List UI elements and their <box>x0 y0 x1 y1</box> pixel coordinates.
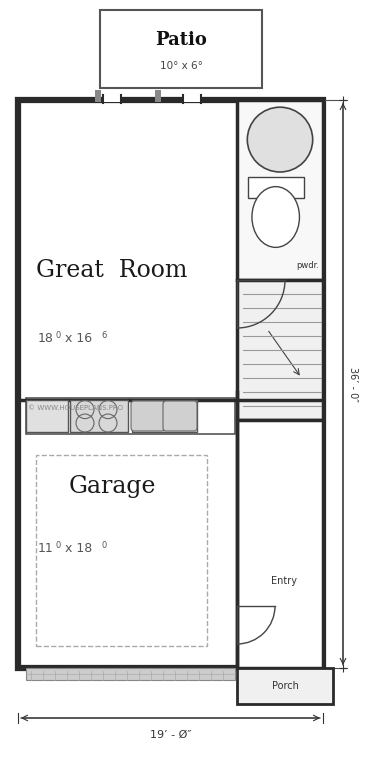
Bar <box>155 90 161 102</box>
Bar <box>132 400 197 432</box>
Text: 18: 18 <box>38 332 54 345</box>
Text: x 18: x 18 <box>61 542 92 555</box>
Bar <box>237 420 323 668</box>
Text: 0: 0 <box>101 541 106 551</box>
Text: 36’ - 0″: 36’ - 0″ <box>348 367 358 401</box>
Bar <box>100 10 262 88</box>
Bar <box>95 90 101 102</box>
Text: 10° x 6°: 10° x 6° <box>159 61 202 71</box>
Bar <box>26 400 68 432</box>
FancyBboxPatch shape <box>131 401 165 431</box>
FancyBboxPatch shape <box>163 401 197 431</box>
Bar <box>248 176 304 198</box>
Text: Porch: Porch <box>271 681 299 691</box>
Text: 0: 0 <box>55 541 60 551</box>
Bar <box>36 455 207 646</box>
Ellipse shape <box>247 107 313 172</box>
Text: © WWW.HOUSEPLANS.PRO: © WWW.HOUSEPLANS.PRO <box>28 405 123 411</box>
Bar <box>103 90 121 102</box>
Bar <box>237 668 333 704</box>
Text: Entry: Entry <box>271 576 297 586</box>
Bar <box>26 668 235 680</box>
Text: 19’ - Ø″: 19’ - Ø″ <box>150 730 191 740</box>
Bar <box>26 398 235 434</box>
Text: 11: 11 <box>38 542 54 555</box>
Ellipse shape <box>252 186 299 247</box>
Bar <box>237 100 323 280</box>
Text: pwdr.: pwdr. <box>296 261 319 270</box>
Text: Great  Room: Great Room <box>36 259 188 282</box>
Text: 6: 6 <box>101 331 106 340</box>
Text: Garage: Garage <box>68 475 156 497</box>
Text: x 16: x 16 <box>61 332 92 345</box>
Text: 0: 0 <box>55 331 60 340</box>
Text: Patio: Patio <box>155 31 207 49</box>
Bar <box>237 280 323 420</box>
Bar <box>183 90 201 102</box>
Bar <box>18 100 323 668</box>
Bar <box>70 400 128 432</box>
